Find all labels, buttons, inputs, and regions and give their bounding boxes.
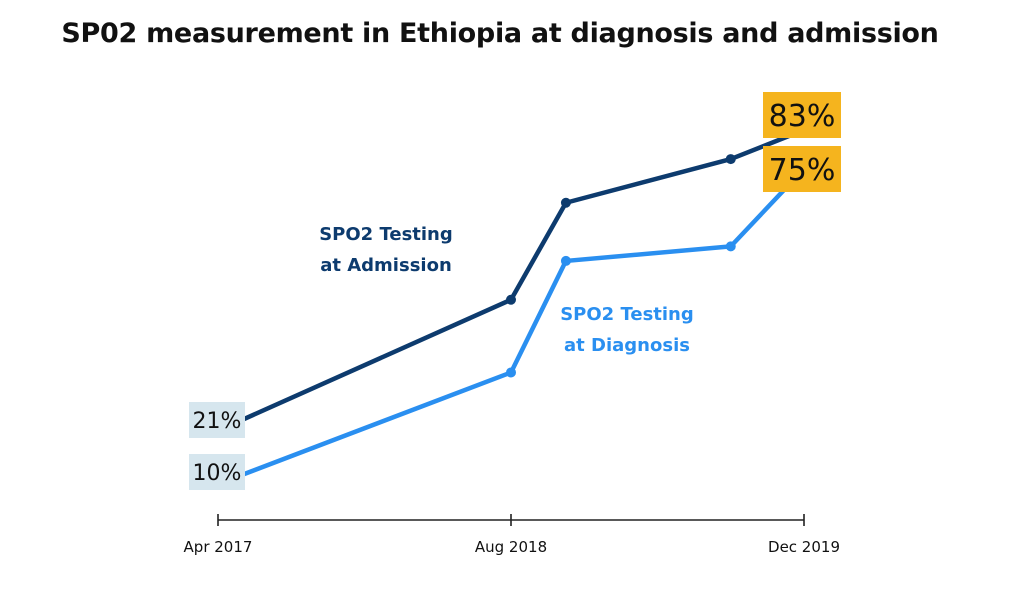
- series-admission: [217, 127, 805, 433]
- x-tick-label: Dec 2019: [768, 538, 840, 556]
- data-point: [506, 367, 516, 378]
- series-line: [217, 127, 805, 433]
- data-point: [725, 241, 736, 252]
- series-name-line: SPO2 Testing: [560, 304, 694, 325]
- x-tick-label: Aug 2018: [475, 538, 547, 556]
- end-label-diagnosis-text: 75%: [769, 153, 836, 188]
- series-name-label: SPO2 Testing at Admission: [319, 224, 453, 276]
- data-point: [560, 197, 571, 208]
- series-name-line: at Admission: [320, 255, 452, 276]
- series-diagnosis: [217, 167, 806, 487]
- series-name-line: SPO2 Testing: [319, 224, 453, 245]
- chart-title: SP02 measurement in Ethiopia at diagnosi…: [61, 18, 939, 49]
- end-label-admission: 83%: [763, 92, 841, 138]
- start-label-diagnosis: 10%: [189, 454, 245, 490]
- end-label-admission-text: 83%: [769, 99, 836, 134]
- start-label-diagnosis-text: 10%: [193, 461, 242, 486]
- data-point: [560, 255, 571, 266]
- series-line: [217, 167, 806, 487]
- start-label-admission: 21%: [189, 402, 245, 438]
- start-label-diagnosis-box: [189, 454, 245, 490]
- series-name-label: SPO2 Testing at Diagnosis: [560, 304, 694, 356]
- end-label-admission-box: [763, 92, 841, 138]
- end-label-diagnosis: 75%: [763, 146, 841, 192]
- data-point: [506, 294, 516, 305]
- start-label-admission-box: [189, 402, 245, 438]
- data-point: [725, 154, 736, 165]
- series-name-line: at Diagnosis: [564, 335, 690, 356]
- start-label-admission-text: 21%: [193, 409, 242, 434]
- x-tick-label: Apr 2017: [184, 538, 253, 556]
- end-label-diagnosis-box: [763, 146, 841, 192]
